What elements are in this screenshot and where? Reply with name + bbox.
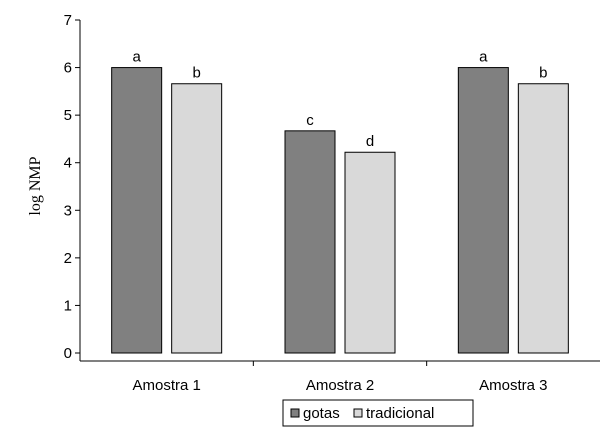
x-category-label: Amostra 1 [132, 377, 200, 394]
bar-gotas [457, 67, 509, 354]
legend-label-gotas: gotas [303, 405, 340, 422]
y-tick-label: 7 [64, 12, 72, 29]
x-category-label: Amostra 3 [479, 377, 547, 394]
bar-labels: a b c d a b [132, 49, 547, 151]
axes: 0 1 2 3 4 5 6 7 Amostra 1 Amostra 2 Amostra 3 [64, 12, 600, 394]
legend-label-tradicional: tradicional [366, 405, 434, 422]
y-tick-label: 5 [64, 107, 72, 124]
y-tick-label: 0 [64, 345, 72, 362]
bar-data-label: d [366, 133, 374, 150]
y-tick-label: 1 [64, 297, 72, 314]
y-tick-label: 3 [64, 202, 72, 219]
y-tick-label: 4 [64, 155, 72, 172]
x-category-label: Amostra 2 [306, 377, 374, 394]
legend-swatch-gotas [290, 408, 300, 418]
legend-box [282, 399, 474, 427]
y-axis-label: log NMP [27, 156, 44, 215]
bars [111, 67, 569, 354]
bar-data-label: b [192, 65, 200, 82]
bar-gotas [111, 67, 163, 354]
bar-data-label: a [479, 49, 488, 66]
bar-data-label: a [132, 49, 141, 66]
legend: gotas tradicional [282, 399, 474, 427]
legend-swatch-tradicional [353, 408, 363, 418]
bar-tradicional [344, 151, 396, 354]
bar-gotas [284, 130, 336, 354]
y-tick-label: 2 [64, 250, 72, 267]
bar-data-label: b [539, 65, 547, 82]
bar-data-label: c [306, 112, 314, 129]
bar-tradicional [517, 83, 569, 354]
y-tick-label: 6 [64, 60, 72, 77]
bar-tradicional [171, 83, 223, 354]
